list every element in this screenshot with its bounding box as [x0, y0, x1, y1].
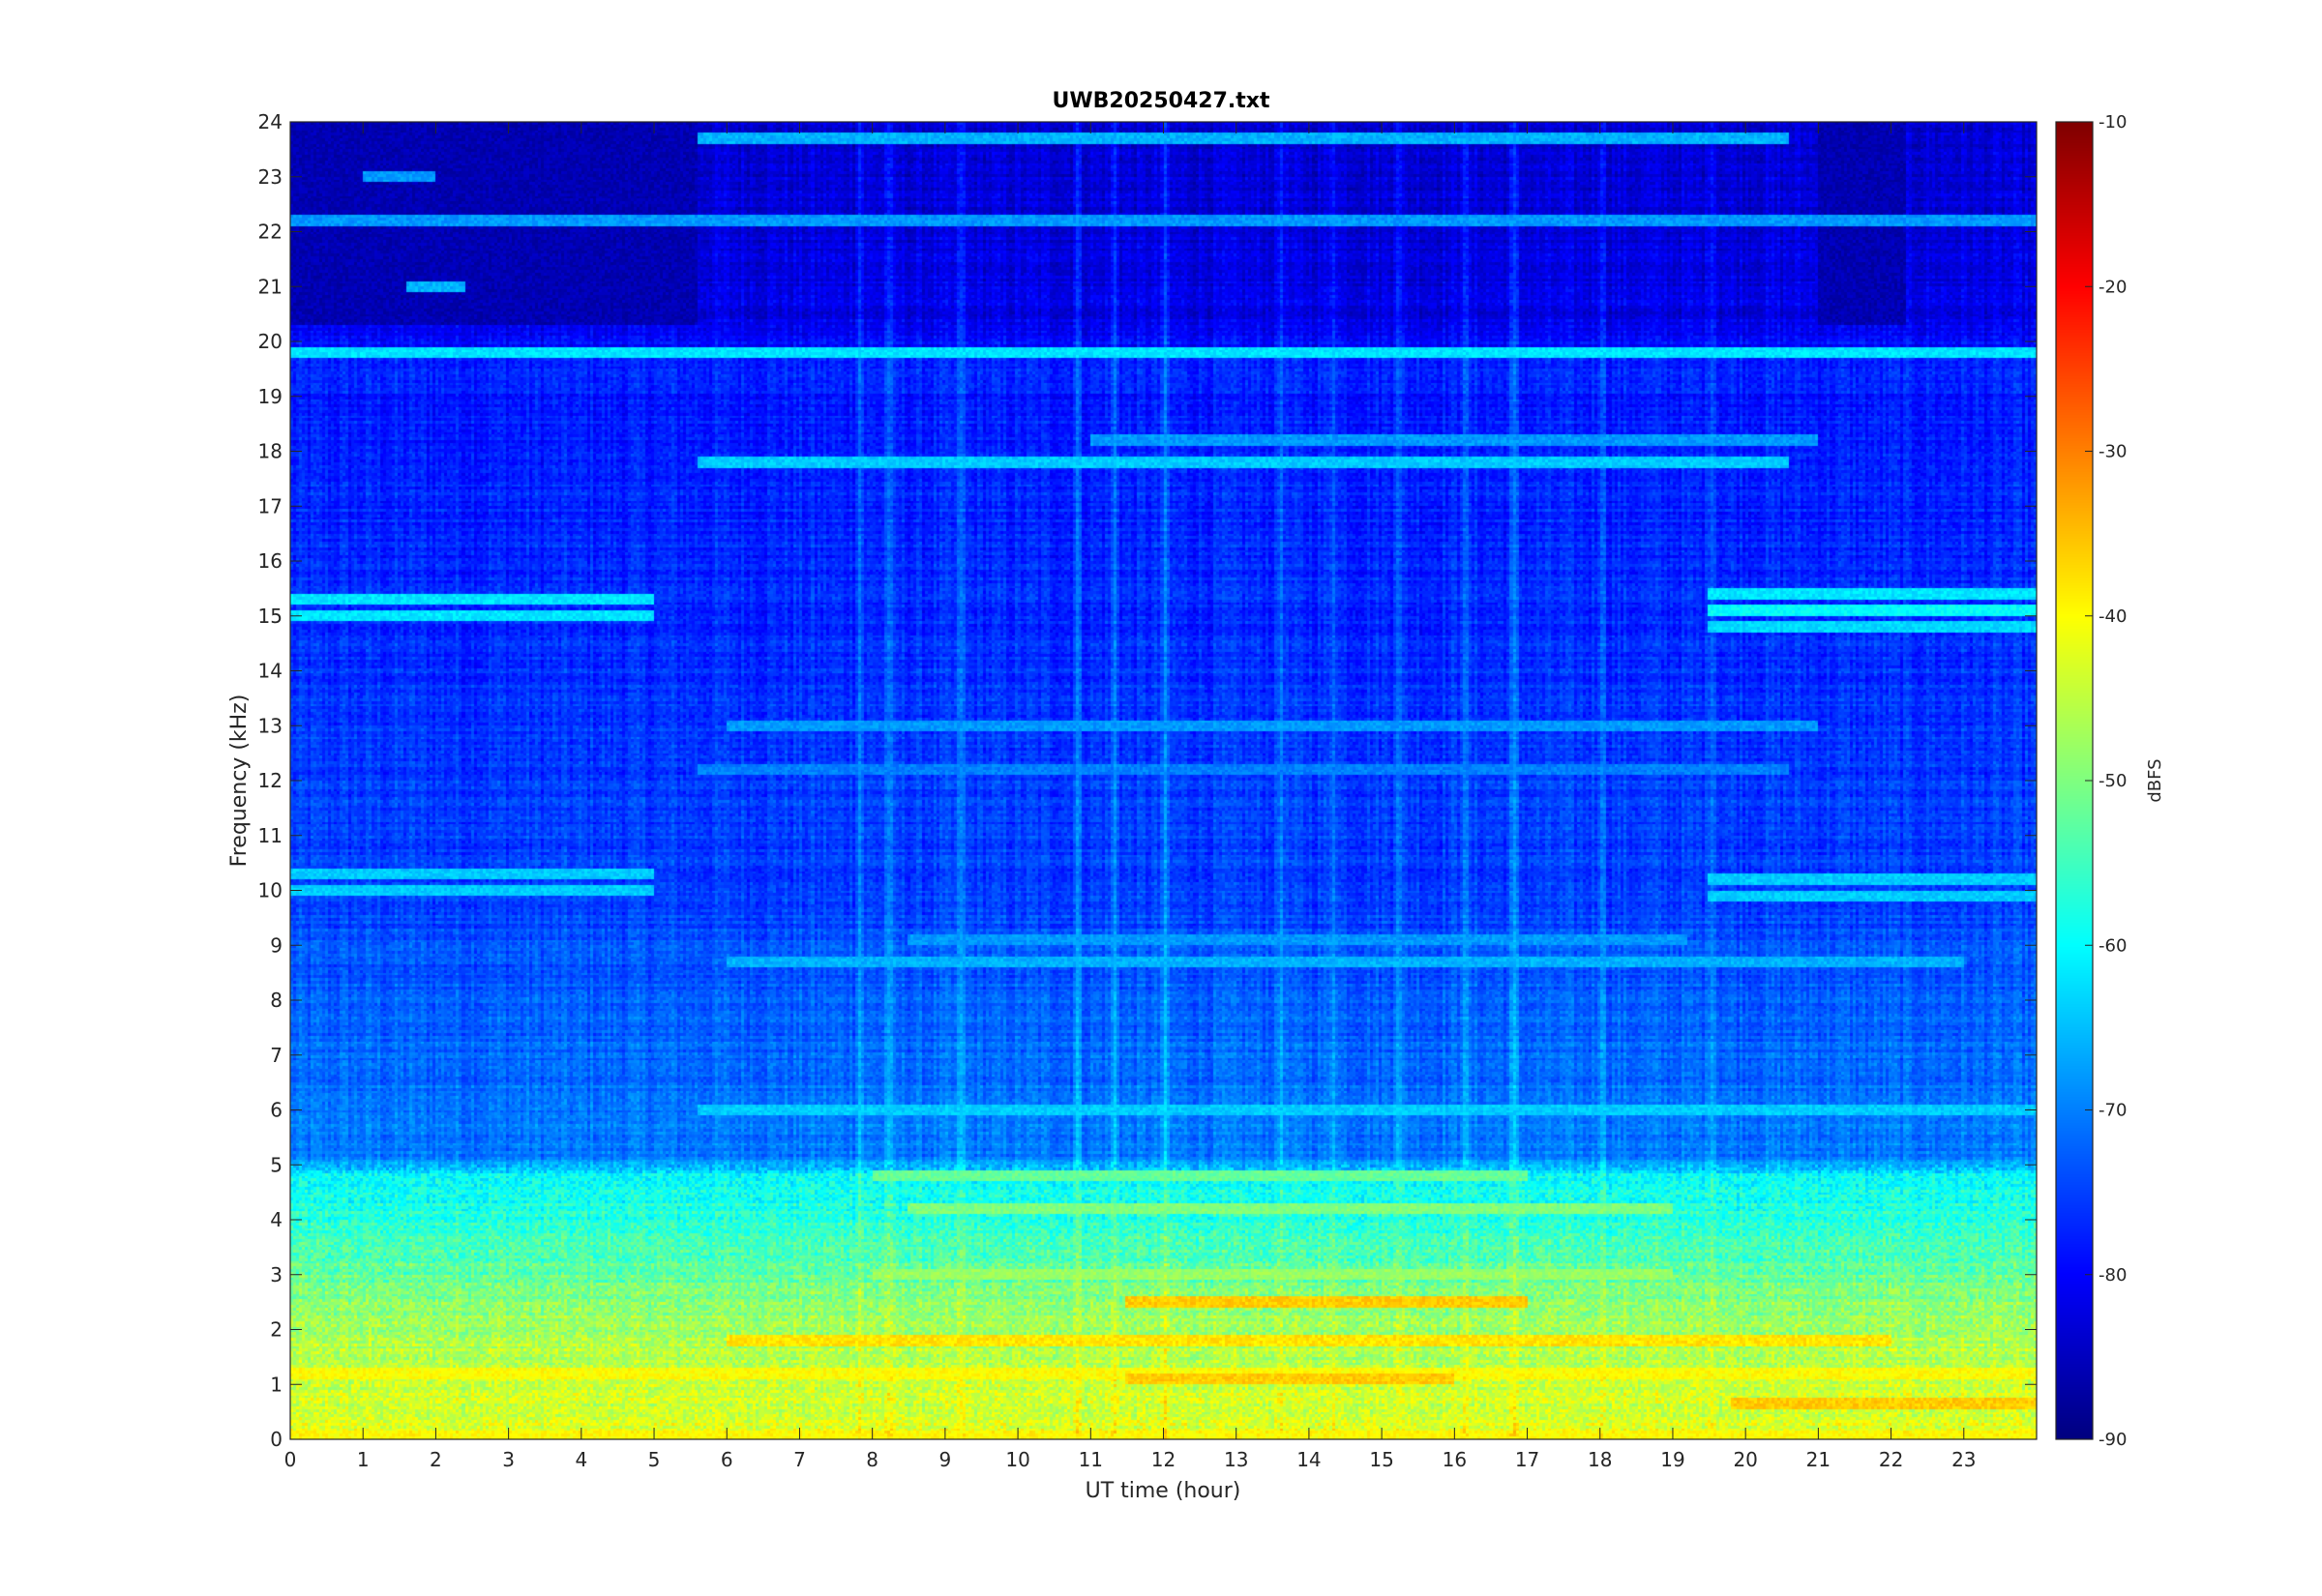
x-tick-label: 1: [357, 1448, 370, 1471]
x-tick-label: 14: [1296, 1448, 1321, 1471]
y-tick-label: 1: [270, 1373, 283, 1396]
x-tick-label: 15: [1369, 1448, 1393, 1471]
x-tick-label: 13: [1224, 1448, 1248, 1471]
x-tick-label: 4: [575, 1448, 587, 1471]
y-tick-label: 9: [270, 933, 283, 957]
y-tick-label: 7: [270, 1044, 283, 1067]
colorbar-tick-label: -10: [2099, 112, 2127, 133]
x-tick-label: 5: [648, 1448, 661, 1471]
y-tick-label: 8: [270, 989, 283, 1012]
x-tick-label: 16: [1443, 1448, 1467, 1471]
x-tick-label: 20: [1733, 1448, 1757, 1471]
y-tick-label: 21: [258, 275, 283, 298]
y-tick-label: 20: [258, 330, 283, 353]
colorbar-label: dBFS: [2145, 758, 2165, 802]
y-tick-label: 6: [270, 1099, 283, 1122]
y-tick-label: 5: [270, 1153, 283, 1176]
x-tick-label: 12: [1151, 1448, 1176, 1471]
y-tick-label: 17: [258, 494, 283, 517]
x-tick-label: 3: [502, 1448, 515, 1471]
y-tick-label: 15: [258, 605, 283, 628]
x-tick-label: 9: [939, 1448, 952, 1471]
y-axis-label: Frequency (kHz): [227, 695, 252, 868]
y-tick-label: 23: [258, 165, 283, 189]
spectrogram-heatmap: [290, 122, 2037, 1439]
x-tick-label: 11: [1079, 1448, 1103, 1471]
y-tick-label: 12: [258, 769, 283, 792]
y-tick-label: 19: [258, 385, 283, 408]
colorbar-tick-label: -60: [2099, 935, 2127, 956]
x-axis-label: UT time (hour): [1086, 1479, 1241, 1503]
x-tick-label: 0: [284, 1448, 297, 1471]
colorbar-ticks: -10 -20 -30 -40 -50 -60 -70 -80 -90: [2085, 112, 2127, 1450]
x-tick-label: 10: [1005, 1448, 1029, 1471]
x-tick-label: 23: [1951, 1448, 1976, 1471]
colorbar-tick-label: -50: [2099, 771, 2127, 791]
colorbar-tick-label: -30: [2099, 442, 2127, 462]
x-tick-label: 19: [1660, 1448, 1684, 1471]
x-tick-label: 6: [721, 1448, 733, 1471]
colorbar-tick-label: -40: [2099, 606, 2127, 627]
y-tick-label: 22: [258, 221, 283, 244]
colorbar-tick-label: -80: [2099, 1265, 2127, 1286]
chart-title: UWB20250427.txt: [1053, 89, 1270, 113]
y-tick-label: 24: [258, 110, 283, 133]
x-axis-ticks: 0 1 2 3 4 5 6 7 8 9 10 11 12 13 14 15 16 17 18 19 20 21 22 23: [284, 122, 1977, 1471]
y-tick-label: 11: [258, 824, 283, 847]
y-tick-label: 16: [258, 549, 283, 573]
y-tick-label: 18: [258, 440, 283, 463]
x-tick-label: 17: [1515, 1448, 1539, 1471]
y-tick-label: 14: [258, 660, 283, 683]
x-tick-label: 21: [1806, 1448, 1831, 1471]
y-tick-label: 0: [270, 1428, 283, 1451]
y-tick-label: 4: [270, 1208, 283, 1231]
x-tick-label: 7: [793, 1448, 806, 1471]
x-tick-label: 18: [1588, 1448, 1612, 1471]
colorbar-tick-label: -90: [2099, 1430, 2127, 1450]
y-tick-label: 10: [258, 879, 283, 902]
colorbar-tick-label: -20: [2099, 277, 2127, 297]
x-tick-label: 2: [430, 1448, 442, 1471]
colorbar-tick-label: -70: [2099, 1101, 2127, 1121]
x-tick-label: 8: [866, 1448, 878, 1471]
x-tick-label: 22: [1879, 1448, 1903, 1471]
y-tick-label: 3: [270, 1263, 283, 1286]
y-tick-label: 13: [258, 714, 283, 737]
y-tick-label: 2: [270, 1318, 283, 1342]
